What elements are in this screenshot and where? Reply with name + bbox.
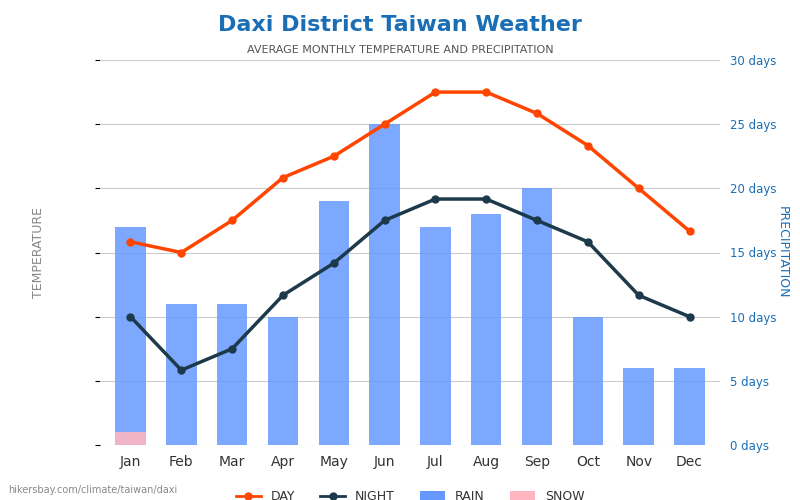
Bar	[573, 316, 603, 445]
Bar	[318, 201, 349, 445]
Bar	[268, 316, 298, 445]
Legend: DAY, NIGHT, RAIN, SNOW: DAY, NIGHT, RAIN, SNOW	[230, 485, 590, 500]
Bar	[370, 124, 400, 445]
Bar	[471, 214, 502, 445]
Bar	[522, 188, 552, 445]
Text: AVERAGE MONTHLY TEMPERATURE AND PRECIPITATION: AVERAGE MONTHLY TEMPERATURE AND PRECIPIT…	[246, 45, 554, 55]
Bar	[115, 227, 146, 445]
Bar	[166, 304, 197, 445]
Bar	[674, 368, 705, 445]
Text: TEMPERATURE: TEMPERATURE	[31, 207, 45, 298]
Bar	[420, 227, 450, 445]
Bar	[217, 304, 247, 445]
Bar	[623, 368, 654, 445]
Text: Daxi District Taiwan Weather: Daxi District Taiwan Weather	[218, 15, 582, 35]
Text: hikersbay.com/climate/taiwan/daxi: hikersbay.com/climate/taiwan/daxi	[8, 485, 178, 495]
Text: PRECIPITATION: PRECIPITATION	[775, 206, 789, 298]
Bar	[115, 432, 146, 445]
